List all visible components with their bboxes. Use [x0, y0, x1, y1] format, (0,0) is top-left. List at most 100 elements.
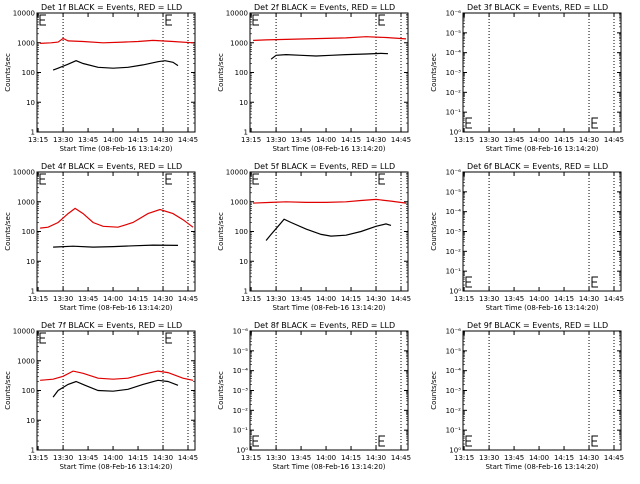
- y-tick-label: 10: [239, 99, 248, 107]
- lld-series-line: [40, 370, 194, 381]
- y-axis-label: Counts/sec: [217, 371, 225, 410]
- plot-frame: [462, 330, 622, 451]
- y-tick-label: 10⁻²: [446, 407, 462, 415]
- x-tick-label: 14:00: [103, 295, 123, 303]
- y-tick-label: 1000: [230, 39, 248, 47]
- x-tick-label: 13:15: [454, 454, 474, 462]
- y-tick-label: 10⁻⁶: [233, 328, 249, 336]
- x-axis-label: Start Time (08-Feb-16 13:14:20): [485, 463, 598, 471]
- chart-title: Det 5f BLACK = Events, RED = LLD: [254, 162, 395, 171]
- plot-frame: [249, 12, 409, 133]
- y-tick-label: 10⁻¹: [446, 427, 462, 435]
- chart-title: Det 7f BLACK = Events, RED = LLD: [41, 321, 182, 330]
- interval-marker: [591, 117, 599, 129]
- interval-marker: [252, 435, 259, 447]
- y-tick-label: 10⁻⁴: [233, 367, 249, 375]
- chart-panel-5: Det 5f BLACK = Events, RED = LLD 1 10 100 10…: [217, 162, 411, 312]
- interval-marker: [165, 173, 173, 185]
- y-tick-label: 1: [31, 129, 35, 137]
- x-tick-label: 14:45: [391, 295, 411, 303]
- chart-title: Det 1f BLACK = Events, RED = LLD: [41, 3, 182, 12]
- y-axis-label: Counts/sec: [217, 53, 225, 92]
- y-tick-label: 1: [31, 288, 35, 296]
- y-tick-label: 1000: [17, 357, 35, 365]
- y-tick-label: 10: [26, 99, 35, 107]
- x-tick-label: 14:30: [153, 454, 173, 462]
- x-tick-label: 14:30: [366, 136, 386, 144]
- y-tick-label: 10⁻⁴: [446, 367, 462, 375]
- y-tick-label: 10⁻⁶: [446, 10, 462, 18]
- y-tick-label: 10⁻¹: [446, 109, 462, 117]
- x-tick-label: 13:45: [504, 136, 524, 144]
- y-tick-label: 10: [26, 258, 35, 266]
- x-tick-label: 13:30: [53, 295, 73, 303]
- lld-series-line: [40, 207, 194, 229]
- y-tick-label: 10⁻⁴: [446, 49, 462, 57]
- y-tick-label: 10000: [226, 169, 248, 177]
- x-tick-label: 13:45: [291, 295, 311, 303]
- x-tick-label: 13:30: [479, 136, 499, 144]
- chart-title: Det 4f BLACK = Events, RED = LLD: [41, 162, 182, 171]
- y-axis-label: Counts/sec: [4, 212, 12, 251]
- x-tick-label: 13:45: [78, 136, 98, 144]
- y-tick-label: 10⁰: [449, 288, 461, 296]
- chart-panel-6: Det 6f BLACK = Events, RED = LLD 10⁰ 10⁻¹ 1…: [430, 162, 624, 312]
- y-tick-label: 100: [22, 228, 35, 236]
- interval-marker: [465, 117, 472, 129]
- interval-marker: [465, 276, 472, 288]
- lld-series-line: [40, 37, 194, 44]
- y-axis-label: Counts/sec: [217, 212, 225, 251]
- x-tick-label: 14:00: [316, 295, 336, 303]
- interval-marker: [591, 276, 599, 288]
- interval-marker: [465, 435, 472, 447]
- x-tick-label: 13:15: [241, 295, 261, 303]
- x-tick-label: 14:45: [178, 295, 198, 303]
- events-series-line: [265, 218, 392, 241]
- y-tick-label: 1: [244, 129, 248, 137]
- x-tick-label: 14:00: [529, 295, 549, 303]
- x-tick-label: 14:15: [341, 295, 361, 303]
- x-tick-label: 13:15: [241, 136, 261, 144]
- lld-series-line: [253, 36, 407, 41]
- interval-marker: [165, 332, 173, 344]
- x-tick-label: 13:45: [504, 295, 524, 303]
- x-tick-label: 13:45: [504, 454, 524, 462]
- x-tick-label: 13:30: [53, 454, 73, 462]
- x-tick-label: 13:15: [28, 454, 48, 462]
- x-tick-label: 14:15: [128, 136, 148, 144]
- interval-marker: [39, 14, 46, 26]
- x-tick-label: 14:45: [178, 454, 198, 462]
- events-series-line: [53, 244, 179, 248]
- x-tick-label: 13:30: [266, 454, 286, 462]
- x-tick-label: 14:30: [366, 295, 386, 303]
- x-tick-label: 14:00: [529, 136, 549, 144]
- y-tick-label: 10⁻³: [446, 69, 462, 77]
- interval-marker: [591, 435, 599, 447]
- x-tick-label: 13:15: [241, 454, 261, 462]
- x-tick-label: 13:30: [53, 136, 73, 144]
- plot-frame: [462, 12, 622, 133]
- y-tick-label: 10⁰: [449, 447, 461, 455]
- y-tick-label: 10: [239, 258, 248, 266]
- y-tick-label: 10⁰: [449, 129, 461, 137]
- x-tick-label: 14:15: [554, 136, 574, 144]
- x-tick-label: 13:45: [291, 454, 311, 462]
- x-tick-label: 13:30: [479, 295, 499, 303]
- plot-frame: [462, 171, 622, 292]
- interval-marker: [39, 332, 46, 344]
- x-axis-label: Start Time (08-Feb-16 13:14:20): [272, 304, 385, 312]
- x-tick-label: 13:45: [291, 136, 311, 144]
- y-tick-label: 10⁻⁶: [446, 328, 462, 336]
- y-tick-label: 10⁻²: [446, 248, 462, 256]
- interval-marker: [165, 14, 173, 26]
- y-axis-label: Counts/sec: [4, 371, 12, 410]
- interval-marker: [378, 14, 386, 26]
- x-tick-label: 13:30: [266, 295, 286, 303]
- y-tick-label: 1000: [230, 198, 248, 206]
- x-tick-label: 13:15: [454, 136, 474, 144]
- y-tick-label: 10000: [13, 10, 35, 18]
- chart-panel-4: Det 4f BLACK = Events, RED = LLD 1 10 100 10…: [4, 162, 198, 312]
- x-tick-label: 14:45: [391, 454, 411, 462]
- x-tick-label: 14:00: [103, 454, 123, 462]
